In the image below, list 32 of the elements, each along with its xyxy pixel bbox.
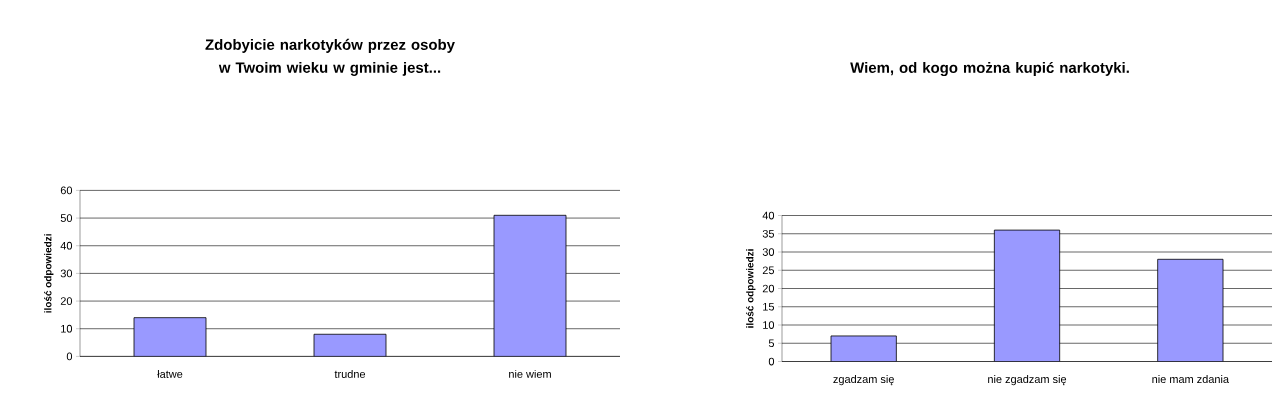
y-tick-label: 60 (60, 186, 73, 195)
y-tick-label: 10 (61, 324, 73, 333)
y-tick-label: 15 (763, 302, 775, 311)
x-tick-label: nie zgadzam się (988, 375, 1067, 386)
x-tick-label: nie mam zdania (1152, 375, 1230, 384)
y-tick-label: 35 (762, 229, 775, 238)
y-tick-label: 30 (60, 269, 73, 278)
y-axis-title: ilość odpowiedzi (746, 249, 756, 328)
y-tick-label: 40 (762, 211, 775, 220)
y-tick-label: 0 (768, 357, 775, 366)
x-tick-label: zgadzam się (833, 375, 894, 386)
chart-title: Wiem, od kogo można kupić narkotyki. (850, 61, 1129, 77)
y-tick-label: 25 (762, 266, 775, 275)
x-tick-label: nie wiem (509, 369, 551, 378)
y-tick-label: 0 (66, 352, 73, 361)
x-tick-label: trudne (334, 369, 366, 378)
bar (313, 333, 387, 357)
y-tick-label: 50 (60, 214, 73, 222)
y-tick-label: 30 (762, 248, 775, 256)
bar (493, 214, 567, 357)
y-tick-label: 40 (60, 241, 73, 250)
bar (993, 229, 1061, 362)
bar (1157, 258, 1224, 362)
y-tick-label: 5 (768, 339, 775, 348)
x-tick-label: łatwe (157, 369, 183, 378)
bar (830, 335, 897, 362)
y-axis-title: ilość odpowiedzi (44, 234, 54, 313)
y-tick-label: 20 (762, 284, 775, 293)
y-tick-label: 10 (763, 321, 775, 329)
chart-title: Zdobyicie narkotyków przez osoby w Twoim wieku w gminie jest... (205, 38, 455, 76)
y-tick-label: 20 (60, 297, 73, 305)
bar (133, 317, 207, 357)
